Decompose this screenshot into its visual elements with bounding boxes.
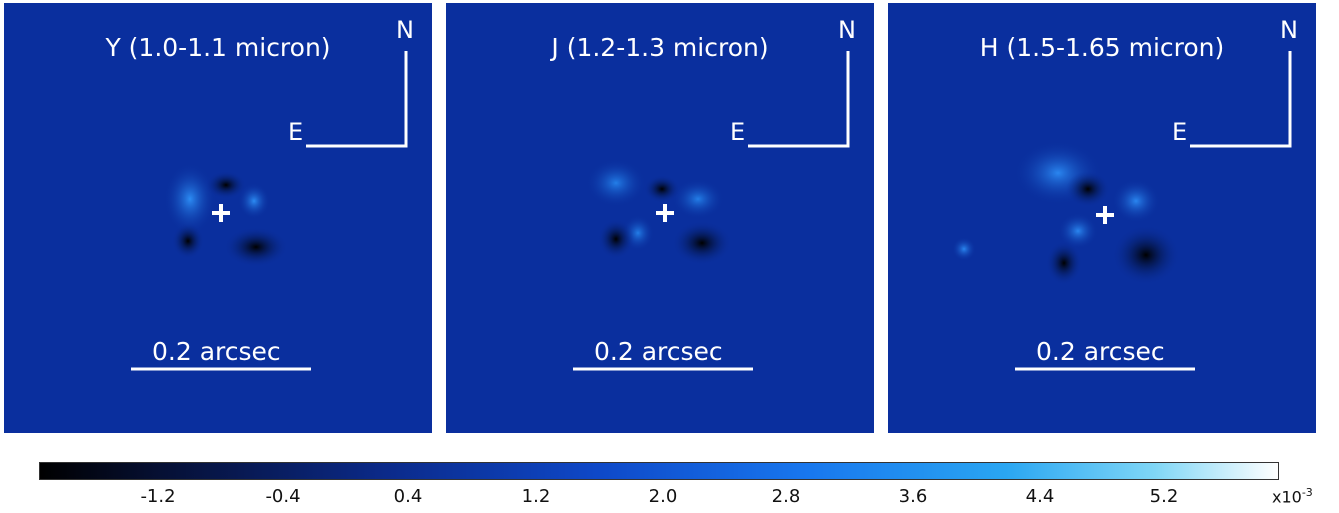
colorbar	[39, 462, 1279, 480]
colorbar-tick: 4.4	[1025, 486, 1055, 507]
colorbar-tick: 1.2	[521, 486, 551, 507]
colorbar-tick: 2.0	[648, 486, 678, 507]
multiplier-base: x10	[1272, 487, 1302, 507]
north-label: N	[1280, 16, 1298, 44]
panel-title: H (1.5-1.65 micron)	[979, 33, 1225, 62]
east-label: E	[288, 118, 304, 146]
scale-bar-label: 0.2 arcsec	[1036, 337, 1165, 366]
north-label: N	[396, 16, 414, 44]
image-panel-j-band: J (1.2-1.3 micron) N E 0.2 arcsec	[446, 3, 874, 433]
north-label: N	[838, 16, 856, 44]
colorbar-tick: 2.8	[771, 486, 801, 507]
colorbar-tick: 0.4	[393, 486, 423, 507]
colorbar-tick: -0.4	[265, 486, 301, 507]
panel-title: J (1.2-1.3 micron)	[551, 33, 769, 62]
panel-title: Y (1.0-1.1 micron)	[105, 33, 331, 62]
image-panel-h-band: H (1.5-1.65 micron) N E 0.2 arcsec	[888, 3, 1316, 433]
scale-bar-label: 0.2 arcsec	[152, 337, 281, 366]
east-label: E	[1172, 118, 1188, 146]
scale-bar-label: 0.2 arcsec	[594, 337, 723, 366]
j-band-image	[446, 3, 874, 433]
colorbar-multiplier: x10-3	[1272, 486, 1313, 506]
east-label: E	[730, 118, 746, 146]
h-band-image	[888, 3, 1316, 433]
colorbar-tick: -1.2	[140, 486, 176, 507]
image-panel-y-band: Y (1.0-1.1 micron) N E 0.2 arcsec	[4, 3, 432, 433]
colorbar-tick: 3.6	[898, 486, 928, 507]
colorbar-tick: 5.2	[1149, 486, 1179, 507]
y-band-image	[4, 3, 432, 433]
multiplier-exponent: -3	[1301, 486, 1313, 499]
